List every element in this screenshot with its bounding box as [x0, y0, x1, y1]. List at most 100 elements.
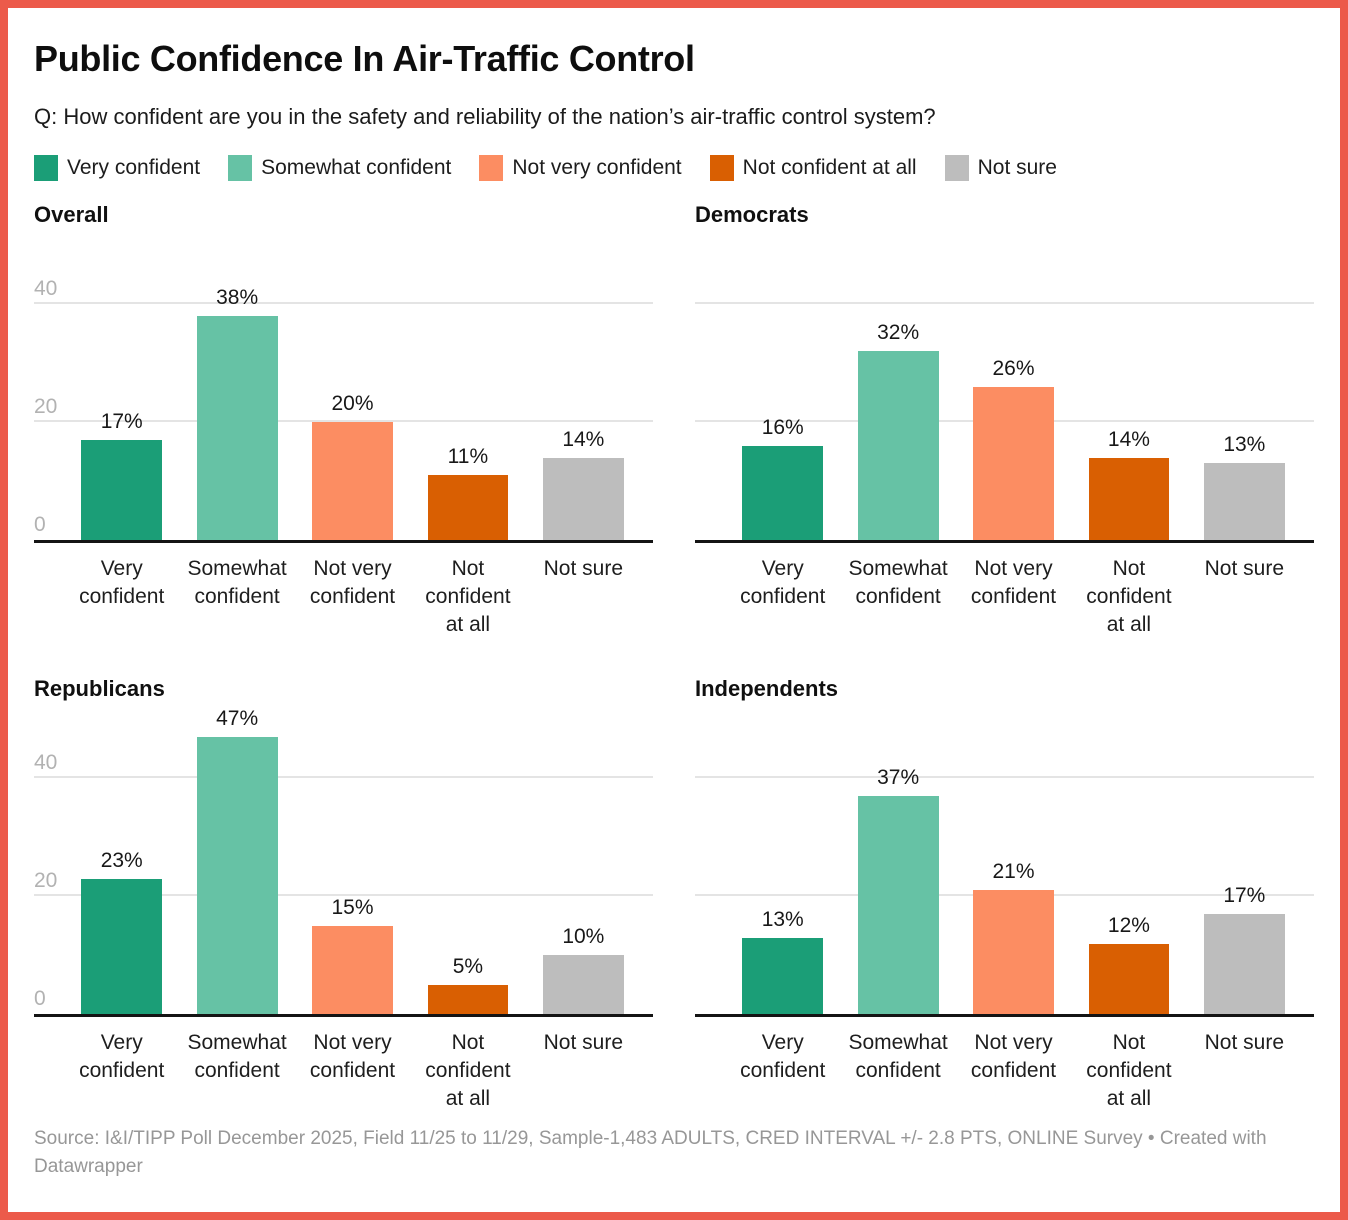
x-tick-label-not-sure: Not sure [543, 557, 624, 581]
x-tick-label-not-very-confident: Not very confident [309, 557, 396, 608]
x-tick-label-not-sure: Not sure [1204, 1031, 1285, 1055]
legend-label: Somewhat confident [261, 155, 452, 179]
y-tick-label-20: 20 [34, 869, 58, 893]
bar-value-label: 32% [877, 321, 920, 345]
bar-value-label: 13% [761, 907, 804, 931]
chart-subtitle: Q: How confident are you in the safety a… [34, 104, 936, 130]
bars-row: 16% 32% 26% 14% 13% [695, 257, 1314, 541]
legend-swatch [228, 154, 253, 181]
legend-item-not-very-confident: Not very confident [479, 154, 682, 181]
bar-col-not-very-confident: 20% [295, 257, 410, 541]
legend-item-not-confident-at-all: Not confident at all [709, 154, 917, 181]
bar-not-confident-at-all [1088, 457, 1170, 541]
bar-col-not-sure: 14% [526, 257, 641, 541]
bar-col-not-sure: 13% [1187, 257, 1302, 541]
legend-label: Not very confident [512, 155, 682, 179]
bar-value-label: 17% [100, 409, 143, 433]
x-tick-label-not-very-confident: Not very confident [309, 1031, 396, 1082]
bar-not-confident-at-all [427, 475, 509, 541]
bar-col-somewhat-confident: 47% [179, 708, 294, 1015]
grid-line-20 [34, 420, 653, 423]
bar-value-label: 5% [452, 954, 484, 978]
y-tick-label-40: 40 [34, 751, 58, 775]
bar-somewhat-confident [857, 351, 939, 541]
bar-value-label: 37% [877, 766, 920, 790]
bar-not-very-confident [312, 422, 393, 541]
legend-swatch [709, 154, 734, 181]
y-tick-label-0: 0 [34, 513, 46, 537]
bar-col-not-confident-at-all: 5% [410, 731, 525, 1015]
x-tick-label-not-very-confident: Not very confident [970, 1031, 1057, 1082]
y-tick-label-20: 20 [34, 395, 58, 419]
bar-value-label: 38% [216, 286, 259, 310]
bars-row: 23% 47% 15% 5% 10% [34, 708, 653, 1015]
bar-value-label: 12% [1107, 913, 1150, 937]
source-note: Source: I&I/TIPP Poll December 2025, Fie… [34, 1128, 1267, 1177]
bar-very-confident [742, 937, 824, 1015]
plot-area: 13% 37% 21% 12% 17% [695, 731, 1314, 1018]
bar-col-not-confident-at-all: 12% [1071, 731, 1186, 1015]
bar-value-label: 14% [1107, 427, 1150, 451]
bar-value-label: 11% [447, 445, 489, 469]
bar-not-very-confident [973, 890, 1054, 1015]
panel-republicans: Republicans 0 20 40 23% 47% 15% 5% 10% Very conf… [34, 676, 653, 1125]
legend-label: Very confident [67, 155, 201, 179]
y-tick-label-40: 40 [34, 277, 58, 301]
bar-value-label: 13% [1223, 433, 1266, 457]
bar-value-label: 17% [1223, 884, 1266, 908]
bar-not-very-confident [973, 386, 1054, 541]
legend-label: Not confident at all [742, 155, 917, 179]
bar-not-very-confident [312, 925, 393, 1015]
bars-row: 17% 38% 20% 11% 14% [34, 257, 653, 541]
bar-somewhat-confident [857, 796, 939, 1015]
chart-title: Public Confidence In Air-Traffic Control [34, 38, 695, 79]
bar-very-confident [742, 445, 824, 541]
grid-line-40 [695, 302, 1314, 305]
x-axis-labels: Very confident Somewhat confident Not very co… [34, 1029, 653, 1125]
x-tick-label-not-confident-at-all: Not confident at all [1086, 1031, 1172, 1110]
bar-not-sure [1203, 914, 1285, 1015]
bar-col-very-confident: 17% [64, 257, 179, 541]
bar-very-confident [81, 439, 163, 541]
legend-item-very-confident: Very confident [34, 154, 201, 181]
x-tick-label-very-confident: Very confident [740, 1031, 826, 1082]
x-tick-label-very-confident: Very confident [740, 557, 826, 608]
panel-title: Democrats [695, 201, 809, 227]
x-tick-label-very-confident: Very confident [79, 557, 165, 608]
bar-col-somewhat-confident: 32% [840, 257, 955, 541]
x-tick-label-not-confident-at-all: Not confident at all [425, 557, 511, 636]
panel-title: Republicans [34, 676, 165, 702]
plot-area: 16% 32% 26% 14% 13% [695, 257, 1314, 544]
bar-not-confident-at-all [1088, 943, 1170, 1015]
grid-line-40 [34, 776, 653, 779]
bar-col-not-sure: 17% [1187, 731, 1302, 1015]
x-tick-label-somewhat-confident: Somewhat confident [848, 1031, 948, 1082]
panel-title: Independents [695, 676, 839, 702]
y-tick-label-0: 0 [34, 987, 46, 1011]
bar-very-confident [81, 878, 163, 1015]
bar-value-label: 23% [100, 848, 143, 872]
legend-swatch [479, 154, 504, 181]
bar-somewhat-confident [196, 316, 278, 541]
legend-item-not-sure: Not sure [944, 154, 1057, 181]
bar-col-somewhat-confident: 37% [840, 731, 955, 1015]
bar-not-confident-at-all [427, 984, 509, 1015]
x-tick-label-somewhat-confident: Somewhat confident [187, 1031, 287, 1082]
x-tick-label-not-confident-at-all: Not confident at all [425, 1031, 511, 1110]
bar-col-not-very-confident: 26% [956, 257, 1071, 541]
bar-col-very-confident: 16% [725, 257, 840, 541]
x-tick-label-not-confident-at-all: Not confident at all [1086, 557, 1172, 636]
bar-somewhat-confident [196, 737, 278, 1015]
bar-value-label: 26% [992, 356, 1035, 380]
legend-swatch [944, 154, 969, 181]
panel-independents: Independents 13% 37% 21% 12% 17% Very confide… [695, 676, 1314, 1125]
plot-area: 0 20 40 17% 38% 20% 11% 14% [34, 257, 653, 544]
legend-item-somewhat-confident: Somewhat confident [228, 154, 452, 181]
bar-col-not-very-confident: 21% [956, 731, 1071, 1015]
panel-overall: Overall 0 20 40 17% 38% 20% 11% 14% Very confide… [34, 202, 653, 651]
bar-col-not-confident-at-all: 14% [1071, 257, 1186, 541]
x-tick-label-not-sure: Not sure [1204, 557, 1285, 581]
bar-value-label: 21% [992, 860, 1035, 884]
bar-value-label: 10% [562, 925, 605, 949]
bar-col-not-sure: 10% [526, 731, 641, 1015]
